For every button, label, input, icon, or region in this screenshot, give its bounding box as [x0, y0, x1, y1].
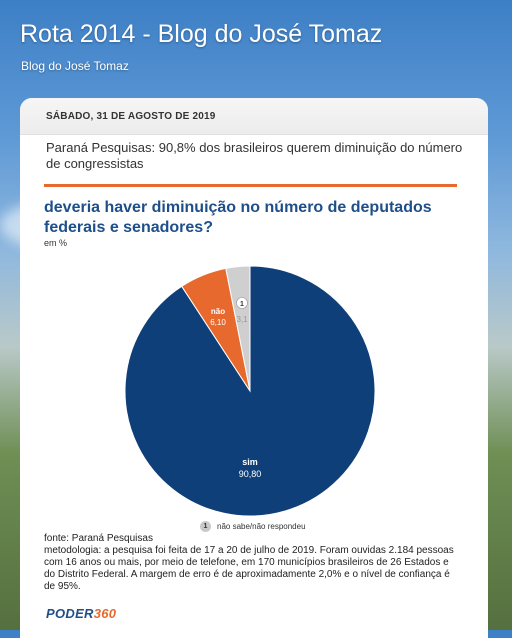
slice-value-nao: 6,10: [210, 318, 226, 327]
slice-label-nao: não: [211, 307, 225, 316]
blog-title[interactable]: Rota 2014 - Blog do José Tomaz: [20, 20, 383, 48]
slice-value-ns: 3,1: [236, 315, 248, 324]
methodology-line: de 95%.: [44, 581, 81, 592]
pie-slice-ns: [225, 265, 251, 392]
slice-value-sim: 90,80: [239, 469, 262, 479]
source-line: fonte: Paraná Pesquisas: [44, 533, 153, 544]
figure-question-line-1: deveria haver diminuição no número de de…: [44, 199, 432, 216]
date-bar: [20, 98, 488, 135]
logo-part-2: 360: [93, 606, 117, 621]
post-title[interactable]: Paraná Pesquisas: 90,8% dos brasileiros …: [46, 140, 463, 171]
source-block: fonte: Paraná Pesquisas metodologia: a p…: [44, 533, 464, 593]
figure-units: em %: [44, 238, 68, 248]
accent-divider: [44, 184, 457, 187]
legend-badge: 1: [200, 521, 211, 532]
chart-legend: 1 não sabe/não respondeu: [200, 521, 306, 532]
methodology-line: metodologia: a pesquisa foi feita de 17 …: [44, 545, 454, 556]
logo-part-1: PODER: [46, 606, 94, 621]
methodology-line: do Distrito Federal. A margem de erro é …: [44, 569, 450, 580]
slice-label-ns: 1: [240, 301, 244, 308]
pie-chart: sim 90,80 não 6,10 1 3,1: [124, 265, 376, 517]
post-panel: SÁBADO, 31 DE AGOSTO DE 2019 Paraná Pesq…: [20, 98, 488, 638]
poder360-logo: PODER360: [46, 606, 116, 621]
slice-label-sim: sim: [242, 457, 258, 467]
post-date: SÁBADO, 31 DE AGOSTO DE 2019: [46, 111, 216, 122]
blog-description: Blog do José Tomaz: [21, 59, 129, 73]
slice-badge-circle: [236, 297, 248, 309]
figure-question-line-2: federais e senadores?: [44, 219, 213, 236]
methodology-line: com 16 anos ou mais, por meio de telefon…: [44, 557, 449, 568]
legend-text: não sabe/não respondeu: [217, 522, 306, 531]
